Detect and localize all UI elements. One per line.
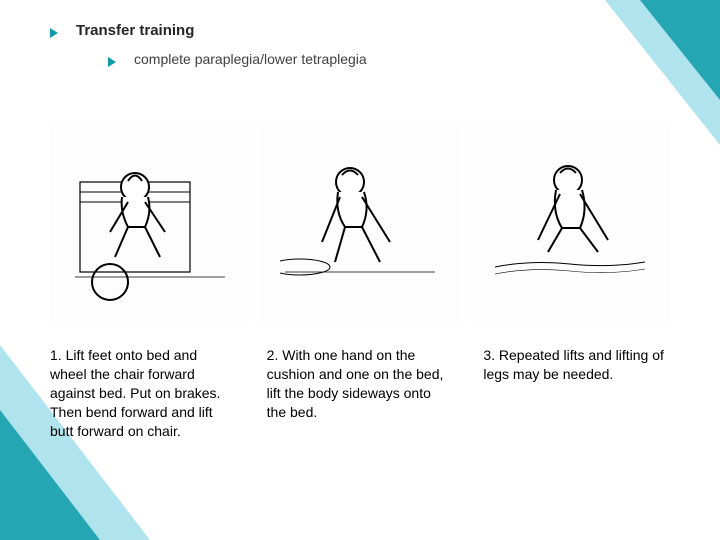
- child-on-bed-icon: [490, 132, 650, 312]
- captions-row: 1. Lift feet onto bed and wheel the chai…: [40, 346, 680, 440]
- illustration-row: [40, 122, 680, 322]
- caption-step-2: 2. With one hand on the cushion and one …: [267, 346, 454, 440]
- child-wheelchair-icon: [70, 132, 230, 312]
- bullet-level-2: complete paraplegia/lower tetraplegia: [108, 51, 680, 67]
- illustration-step-1: [50, 122, 250, 322]
- illustration-step-3: [470, 122, 670, 322]
- heading-text: Transfer training: [76, 22, 194, 39]
- caption-step-3: 3. Repeated lifts and lifting of legs ma…: [483, 346, 670, 440]
- arrow-right-icon: [50, 28, 58, 38]
- arrow-right-icon: [108, 57, 116, 67]
- caption-step-1: 1. Lift feet onto bed and wheel the chai…: [50, 346, 237, 440]
- subheading-text: complete paraplegia/lower tetraplegia: [134, 51, 367, 67]
- child-transfer-icon: [280, 132, 440, 312]
- bullet-level-1: Transfer training: [50, 22, 680, 39]
- slide: Transfer training complete paraplegia/lo…: [0, 0, 720, 540]
- illustration-step-2: [260, 122, 460, 322]
- content-area: Transfer training complete paraplegia/lo…: [0, 0, 720, 540]
